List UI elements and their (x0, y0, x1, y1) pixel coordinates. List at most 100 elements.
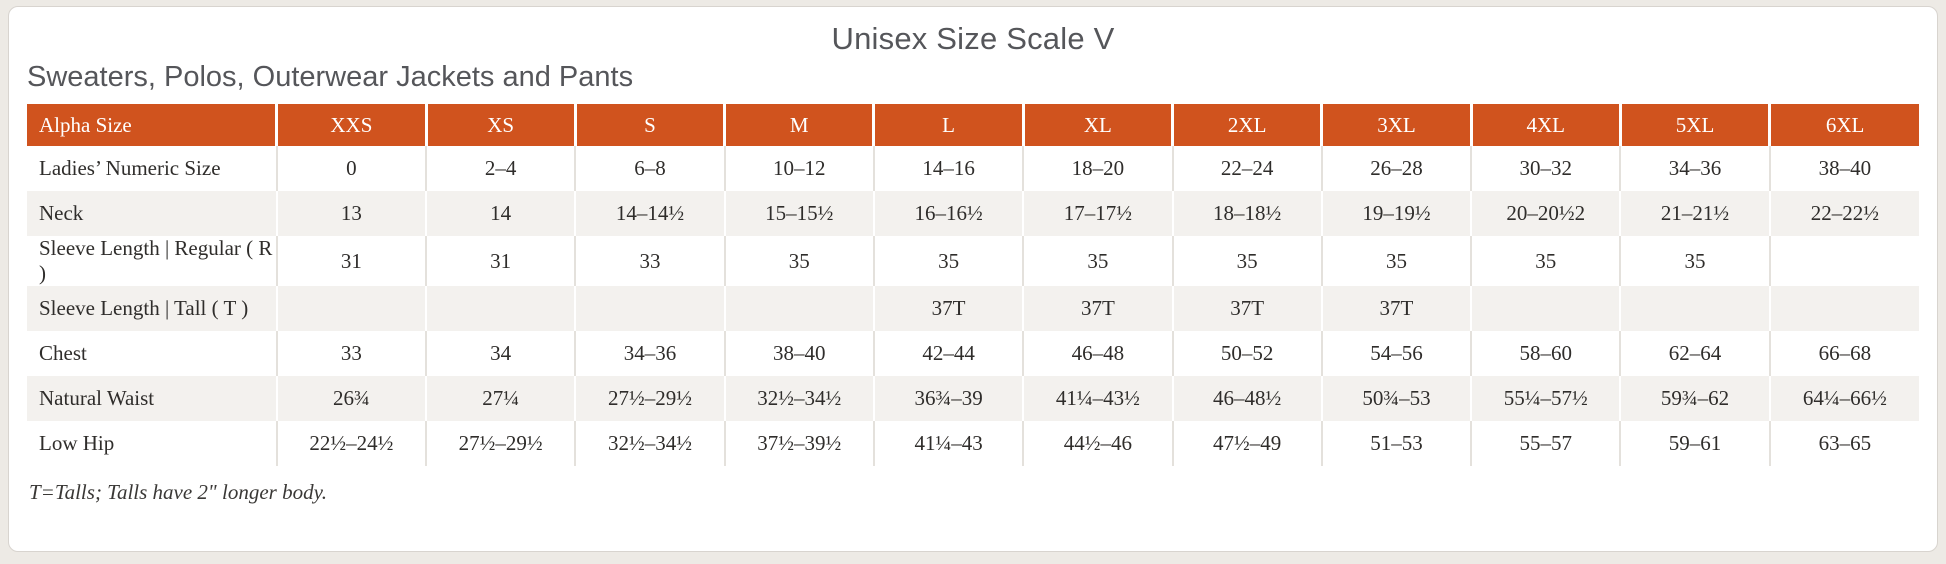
row-label: Low Hip (39, 431, 115, 455)
column-header: 3XL (1320, 104, 1472, 146)
size-cell: 38–40 (723, 331, 874, 376)
row-label: Sleeve Length | Regular ( R ) (39, 236, 273, 285)
column-header: 5XL (1618, 104, 1770, 146)
size-cell: 34–36 (574, 331, 725, 376)
size-cell: 50–52 (1171, 331, 1322, 376)
size-cell: 33 (574, 236, 725, 286)
size-cell: 47½–49 (1171, 421, 1322, 466)
size-cell: 55¼–57½ (1470, 376, 1621, 421)
size-cell: 26¾ (275, 376, 427, 421)
size-cell: 22½–24½ (275, 421, 427, 466)
table-row: Ladies’ Numeric Size 0 2–4 6–8 10–12 14–16 18–… (27, 146, 1919, 191)
size-cell: 16–16½ (872, 191, 1024, 236)
size-cell: 37T (872, 286, 1024, 331)
talls-footnote: T=Talls; Talls have 2" longer body. (29, 480, 327, 504)
column-header: L (872, 104, 1024, 146)
size-cell: 14–14½ (574, 191, 725, 236)
size-cell: 6–8 (574, 146, 725, 191)
column-header: 2XL (1171, 104, 1322, 146)
page-subtitle: Sweaters, Polos, Outerwear Jackets and P… (27, 61, 634, 93)
table-row: Sleeve Length | Tall ( T ) 37T 37T 37T 37T (27, 286, 1919, 331)
table-row: Sleeve Length | Regular ( R ) 31 31 33 35 35 3… (27, 236, 1919, 286)
table-row: Chest 33 34 34–36 38–40 42–44 46–48 50–52 54–56 5… (27, 331, 1919, 376)
size-cell: 37T (1022, 286, 1173, 331)
size-cell: 34–36 (1619, 146, 1770, 191)
size-cell: 19–19½ (1320, 191, 1472, 236)
size-cell (275, 286, 427, 331)
size-cell: 35 (872, 236, 1024, 286)
size-cell: 33 (275, 331, 427, 376)
size-cell: 62–64 (1619, 331, 1770, 376)
size-cell: 37T (1171, 286, 1322, 331)
size-cell: 51–53 (1320, 421, 1472, 466)
size-cell: 26–28 (1320, 146, 1472, 191)
size-cell: 55–57 (1470, 421, 1621, 466)
size-cell: 64¼–66½ (1768, 376, 1919, 421)
size-cell: 21–21½ (1619, 191, 1770, 236)
size-cell: 17–17½ (1022, 191, 1173, 236)
size-cell: 58–60 (1470, 331, 1621, 376)
column-header: 4XL (1469, 104, 1621, 146)
size-cell: 35 (1320, 236, 1472, 286)
size-table: Alpha Size XXS XS S M L XL 2XL 3XL 4XL 5XL 6XL Ladi… (27, 104, 1919, 466)
size-cell: 37½–39½ (723, 421, 874, 466)
size-cell: 2–4 (425, 146, 576, 191)
size-cell: 18–20 (1022, 146, 1173, 191)
size-cell (574, 286, 725, 331)
table-header-row: Alpha Size XXS XS S M L XL 2XL 3XL 4XL 5XL 6XL (27, 104, 1919, 146)
size-cell: 18–18½ (1171, 191, 1322, 236)
column-header: XL (1021, 104, 1173, 146)
size-cell: 41¼–43½ (1022, 376, 1173, 421)
size-cell (1768, 286, 1919, 331)
row-label: Ladies’ Numeric Size (39, 156, 221, 180)
column-header: S (573, 104, 725, 146)
size-cell: 22–24 (1171, 146, 1322, 191)
table-row: Low Hip 22½–24½ 27½–29½ 32½–34½ 37½–39½ 41¼–4… (27, 421, 1919, 466)
row-label: Sleeve Length | Tall ( T ) (27, 286, 277, 331)
size-cell: 15–15½ (723, 191, 874, 236)
size-cell: 32½–34½ (723, 376, 874, 421)
size-cell: 32½–34½ (574, 421, 725, 466)
size-cell: 50¾–53 (1320, 376, 1472, 421)
size-cell: 37T (1320, 286, 1472, 331)
size-cell: 44½–46 (1022, 421, 1173, 466)
size-cell: 46–48½ (1171, 376, 1322, 421)
size-cell (723, 286, 874, 331)
size-cell: 42–44 (872, 331, 1024, 376)
row-label: Chest (39, 341, 87, 365)
size-cell: 46–48 (1022, 331, 1173, 376)
size-cell: 36¾–39 (872, 376, 1024, 421)
size-cell: 63–65 (1768, 421, 1919, 466)
table-row: Neck 13 14 14–14½ 15–15½ 16–16½ 17–17½ 18–18½ 19… (27, 191, 1919, 236)
column-header: 6XL (1768, 104, 1919, 146)
size-cell: 35 (1619, 236, 1770, 286)
size-cell: 14–16 (872, 146, 1024, 191)
size-cell: 59¾–62 (1619, 376, 1770, 421)
size-cell (1768, 236, 1919, 286)
size-cell: 14 (425, 191, 576, 236)
table-row: Natural Waist 26¾ 27¼ 27½–29½ 32½–34½ 36¾–39 4… (27, 376, 1919, 421)
row-label: Neck (27, 191, 277, 236)
table-header: Alpha Size XXS XS S M L XL 2XL 3XL 4XL 5XL 6XL (27, 104, 1919, 146)
size-cell: 35 (1022, 236, 1173, 286)
size-cell (1470, 286, 1621, 331)
column-header: XS (424, 104, 576, 146)
size-cell: 30–32 (1470, 146, 1621, 191)
size-cell: 66–68 (1768, 331, 1919, 376)
size-cell: 20–20½2 (1470, 191, 1621, 236)
size-cell (425, 286, 576, 331)
page-title: Unisex Size Scale V (831, 21, 1115, 56)
size-cell: 59–61 (1619, 421, 1770, 466)
size-cell: 38–40 (1768, 146, 1919, 191)
size-cell: 0 (275, 146, 427, 191)
size-cell: 27½–29½ (574, 376, 725, 421)
column-header: XXS (275, 104, 427, 146)
column-header: M (723, 104, 874, 146)
alpha-size-header: Alpha Size (27, 104, 277, 146)
size-cell: 31 (425, 236, 576, 286)
size-chart-card: Unisex Size Scale V Sweaters, Polos, Out… (8, 6, 1938, 552)
size-cell: 35 (1470, 236, 1621, 286)
size-cell: 27¼ (425, 376, 576, 421)
size-cell (1619, 286, 1770, 331)
size-cell: 35 (1171, 236, 1322, 286)
